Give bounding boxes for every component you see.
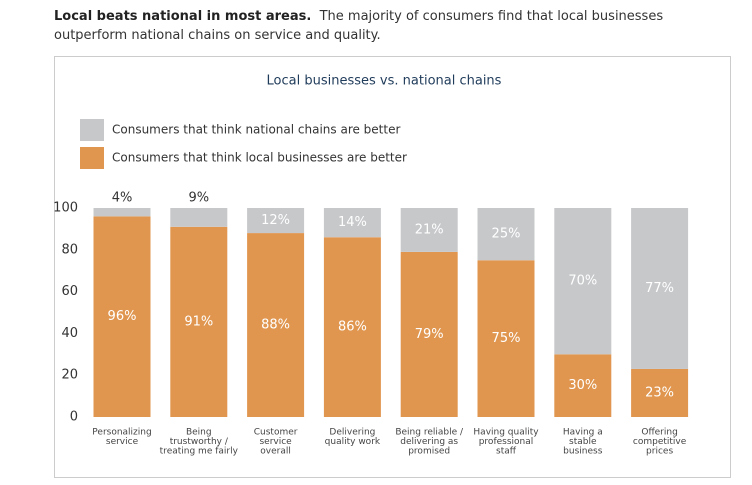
value-label: 96% [108,309,137,324]
bar-segment [477,208,535,261]
bar-segment [170,208,228,227]
value-label: 88% [261,318,290,333]
x-tick-label: stable [569,437,597,447]
x-tick-label: Having a [563,428,603,438]
x-tick-label: trustworthy / [170,437,229,447]
chart-frame [54,56,731,478]
legend-swatch [80,147,104,169]
header: Local beats national in most areas. The … [54,7,734,45]
x-tick-label: promised [408,447,450,457]
legend-label: Consumers that think national chains are… [112,123,400,137]
value-label: 91% [184,314,213,329]
bar-segment [631,208,689,369]
value-label: 70% [568,274,597,289]
legend-label: Consumers that think local businesses ar… [112,151,407,165]
bar-segment [554,208,612,355]
value-label: 77% [645,281,674,296]
x-tick-label: Having quality [473,428,539,438]
value-label: 86% [338,320,367,335]
y-tick-label: 0 [70,410,78,425]
bar-segment [93,208,151,217]
x-tick-label: service [106,437,139,447]
value-label: 14% [338,215,367,230]
bar-segment [170,226,228,417]
bar-segment [247,208,305,234]
value-label: 75% [492,331,521,346]
bar-segment [477,260,535,417]
x-tick-label: business [563,447,603,457]
y-tick-label: 20 [61,368,78,383]
bar-segment [247,233,305,417]
value-label: 4% [112,191,133,206]
x-tick-label: delivering as [400,437,458,447]
x-tick-label: Customer [254,428,298,438]
chart-title: Local businesses vs. national chains [267,74,502,89]
y-tick-label: 100 [53,201,78,216]
x-tick-label: prices [646,447,673,457]
x-tick-label: staff [496,447,517,457]
x-tick-label: Being reliable / [395,428,464,438]
x-tick-label: quality work [325,437,381,447]
bar-segment [400,251,458,417]
x-tick-label: professional [479,437,534,447]
x-tick-label: Offering [641,428,677,438]
bar-segment [93,216,151,417]
value-label: 21% [415,222,444,237]
x-tick-label: service [259,437,292,447]
value-label: 9% [188,191,209,206]
bar-segment [323,208,381,238]
y-tick-label: 60 [61,284,78,299]
value-label: 23% [645,385,674,400]
header-text: The majority of consumers find that loca… [54,9,664,43]
bar-segment [554,354,612,417]
x-tick-label: Personalizing [92,428,151,438]
y-tick-label: 40 [61,326,78,341]
y-tick-label: 80 [61,242,78,257]
bar-segment [400,208,458,252]
value-label: 25% [492,227,521,242]
x-tick-label: Being [186,428,212,438]
x-tick-label: competitive [633,437,687,447]
value-label: 12% [261,213,290,228]
bar-segment [323,237,381,417]
legend-swatch [80,119,104,141]
x-tick-label: overall [260,447,291,457]
bar-segment [631,368,689,417]
x-tick-label: treating me fairly [160,447,239,457]
value-label: 79% [415,327,444,342]
value-label: 30% [568,378,597,393]
header-lead: Local beats national in most areas. [54,9,312,24]
x-tick-label: Delivering [329,428,375,438]
